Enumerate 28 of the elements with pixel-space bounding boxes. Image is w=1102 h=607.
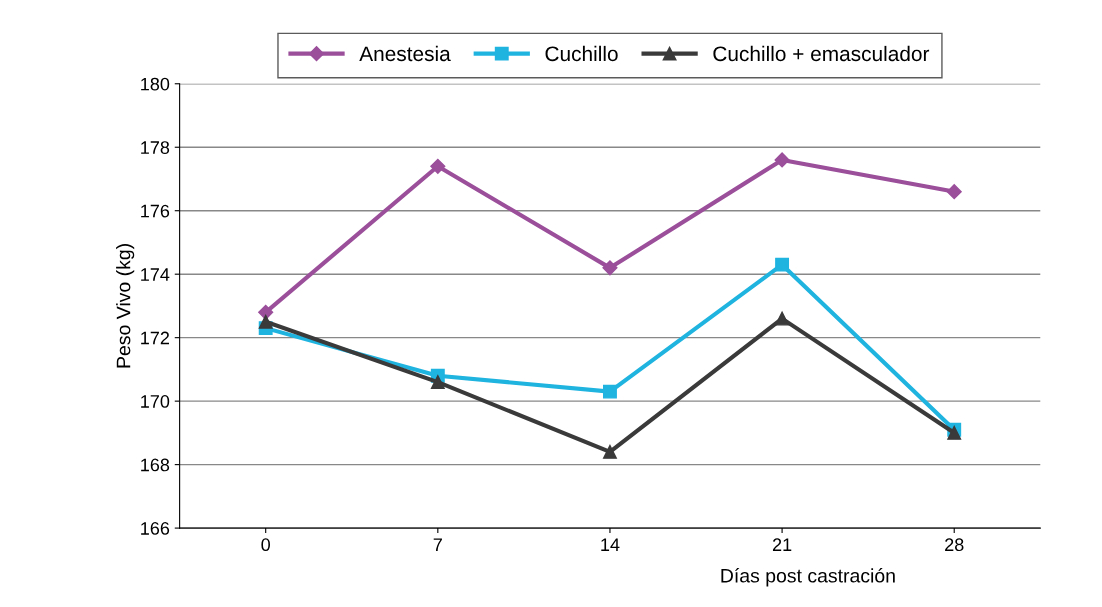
point [775, 257, 790, 272]
point [774, 152, 790, 168]
x-tick-label: 21 [772, 538, 792, 551]
y-tick-label: 178 [141, 141, 170, 154]
legend-label: Anestesia [359, 45, 451, 62]
y-tick-label: 176 [141, 204, 170, 218]
x-axis-title: Días post castración [721, 568, 895, 587]
point [430, 158, 446, 174]
point [946, 184, 962, 200]
y-tick-label: 174 [141, 268, 170, 281]
y-tick-label: 170 [141, 395, 170, 408]
legend-label: Cuchillo + emasculador [713, 45, 930, 62]
point [775, 311, 790, 326]
point [603, 444, 617, 459]
x-tick-label: 14 [601, 538, 620, 551]
y-tick-label: 166 [141, 522, 170, 535]
y-tick-label: 172 [141, 331, 169, 345]
y-tick-label: 180 [141, 77, 170, 91]
y-axis-title: Peso Vivo (kg) [116, 244, 135, 368]
y-tick-label: 168 [141, 458, 170, 472]
point [258, 314, 273, 329]
x-tick-label: 7 [433, 538, 442, 551]
point [602, 260, 618, 276]
legend-label: Cuchillo [545, 45, 618, 62]
x-tick-label: 0 [261, 538, 271, 552]
point [430, 375, 445, 390]
x-tick-label: 28 [945, 538, 964, 552]
point [603, 384, 617, 399]
